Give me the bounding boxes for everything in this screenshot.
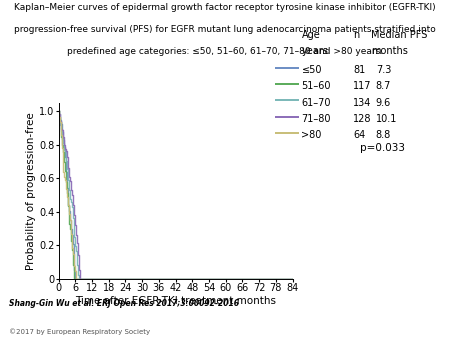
Text: Kaplan–Meier curves of epidermal growth factor receptor tyrosine kinase inhibito: Kaplan–Meier curves of epidermal growth …: [14, 3, 436, 13]
Text: predefined age categories: ≤50, 51–60, 61–70, 71–80 and >80 years.: predefined age categories: ≤50, 51–60, 6…: [67, 47, 383, 56]
Text: 61–70: 61–70: [302, 98, 331, 108]
Text: 117: 117: [353, 81, 372, 92]
Text: 8.8: 8.8: [376, 130, 391, 140]
Text: 9.6: 9.6: [376, 98, 391, 108]
Text: years: years: [302, 46, 328, 56]
Text: n: n: [353, 30, 360, 41]
X-axis label: Time after EGFR-TKI treatment months: Time after EGFR-TKI treatment months: [75, 296, 276, 306]
Text: Shang-Gin Wu et al. ERJ Open Res 2017;3:00092-2016: Shang-Gin Wu et al. ERJ Open Res 2017;3:…: [9, 299, 239, 308]
Text: months: months: [371, 46, 408, 56]
Text: Median PFS: Median PFS: [371, 30, 428, 41]
Text: ©2017 by European Respiratory Society: ©2017 by European Respiratory Society: [9, 328, 150, 335]
Y-axis label: Probability of progression-free: Probability of progression-free: [26, 112, 36, 270]
Text: 64: 64: [353, 130, 365, 140]
Text: Age: Age: [302, 30, 320, 41]
Text: 51–60: 51–60: [302, 81, 331, 92]
Text: progression-free survival (PFS) for EGFR mutant lung adenocarcinoma patients str: progression-free survival (PFS) for EGFR…: [14, 25, 436, 34]
Text: 71–80: 71–80: [302, 114, 331, 124]
Text: 128: 128: [353, 114, 372, 124]
Text: p=0.033: p=0.033: [360, 143, 405, 153]
Text: 134: 134: [353, 98, 372, 108]
Text: >80: >80: [302, 130, 322, 140]
Text: 10.1: 10.1: [376, 114, 397, 124]
Text: 7.3: 7.3: [376, 65, 391, 75]
Text: 81: 81: [353, 65, 365, 75]
Text: ≤50: ≤50: [302, 65, 322, 75]
Text: 8.7: 8.7: [376, 81, 391, 92]
